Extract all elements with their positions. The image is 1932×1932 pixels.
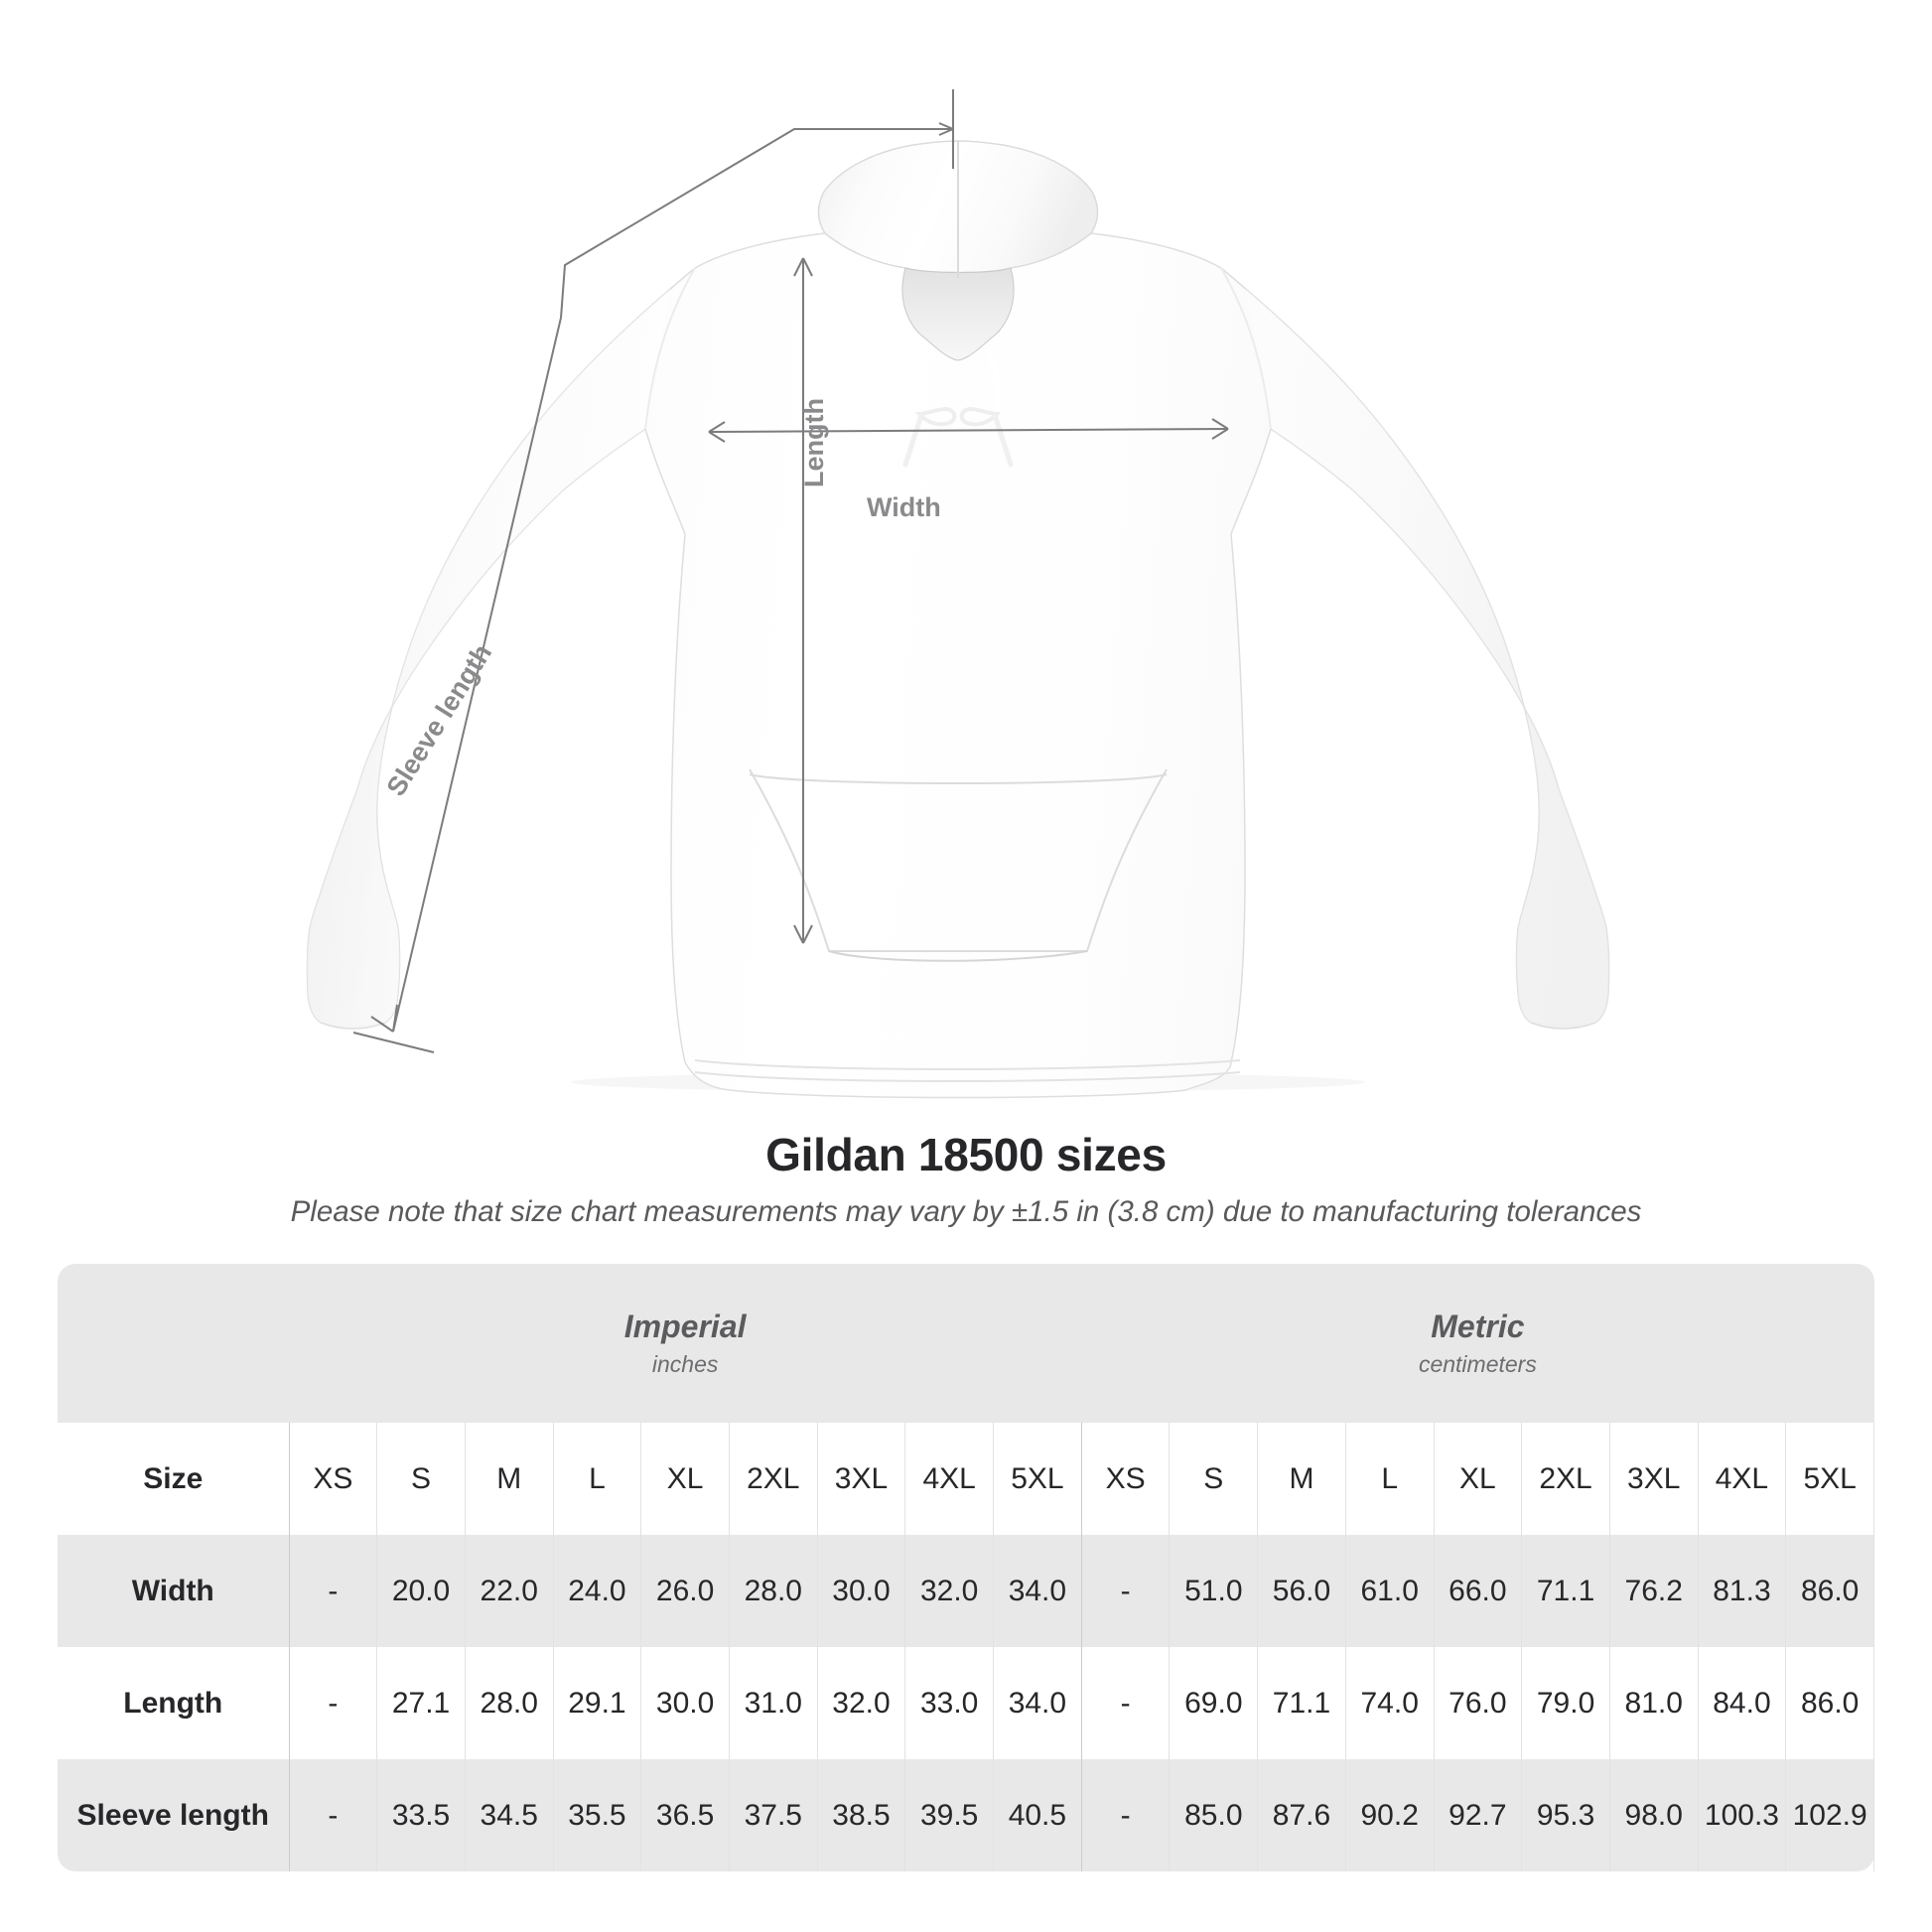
svg-text:Width: Width: [867, 492, 941, 522]
svg-text:Length: Length: [799, 398, 829, 487]
svg-text:Sleeve length: Sleeve length: [381, 638, 498, 801]
